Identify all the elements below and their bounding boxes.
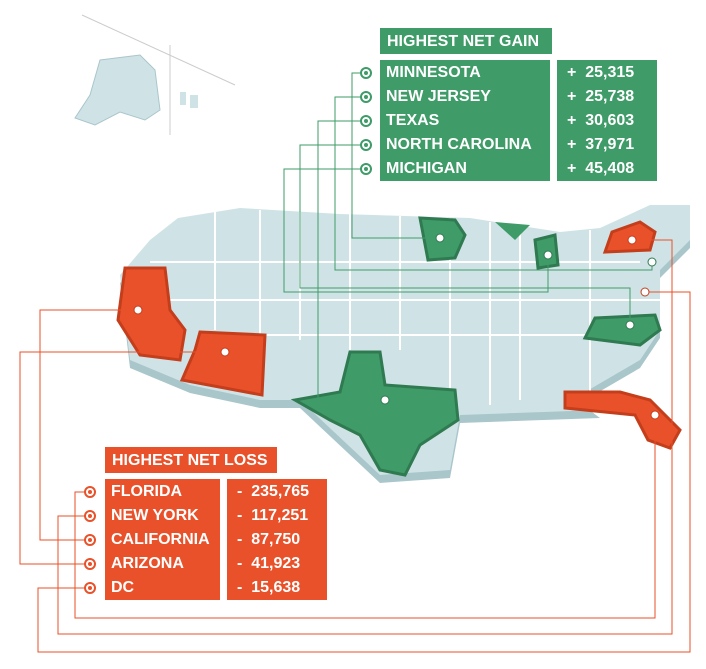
table-title: HIGHEST NET GAIN (387, 33, 539, 50)
state-value: - 117,251 (237, 507, 308, 524)
hawaii (180, 92, 186, 105)
state-cell (105, 576, 220, 600)
row-marker-dot (88, 538, 92, 542)
michigan-up (495, 222, 530, 240)
loss-connectors (19, 239, 691, 653)
value-cell (557, 133, 657, 157)
row-marker-dot (88, 586, 92, 590)
value-cell (557, 109, 657, 133)
state-name: MINNESOTA (386, 64, 481, 81)
row-marker-dot (88, 514, 92, 518)
state-markers (133, 233, 660, 420)
state-cell (380, 133, 550, 157)
state-name: FLORIDA (111, 483, 183, 500)
state-name: NORTH CAROLINA (386, 136, 532, 153)
state-value: + 30,603 (567, 112, 634, 129)
state-cell (380, 60, 550, 85)
texas (290, 350, 460, 477)
california (116, 266, 187, 362)
table-title-bg (380, 28, 552, 54)
value-cell (227, 479, 327, 504)
state-name: ARIZONA (111, 555, 184, 572)
row-marker-dot (364, 119, 368, 123)
state-cell (380, 85, 550, 109)
row-marker-dot (364, 71, 368, 75)
state-name: TEXAS (386, 112, 440, 129)
state-value: + 37,971 (567, 136, 634, 153)
state-name: CALIFORNIA (111, 531, 210, 548)
inset-line (81, 14, 236, 86)
state-cell (105, 504, 220, 528)
table-title: HIGHEST NET LOSS (112, 452, 268, 469)
hawaii (190, 95, 198, 108)
state-name: NEW JERSEY (386, 88, 491, 105)
gain-connectors (283, 72, 653, 401)
state-value: - 15,638 (237, 579, 300, 596)
state-cell (105, 552, 220, 576)
state-value: - 41,923 (237, 555, 300, 572)
state-value: + 25,738 (567, 88, 634, 105)
value-cell (557, 157, 657, 181)
state-value: + 45,408 (567, 160, 634, 177)
row-marker-dot (88, 490, 92, 494)
value-cell (227, 552, 327, 576)
state-cell (380, 109, 550, 133)
value-cell (557, 85, 657, 109)
row-marker-dot (364, 143, 368, 147)
florida (563, 390, 682, 450)
table-title-bg (105, 447, 277, 473)
row-marker-dot (364, 167, 368, 171)
state-value: - 235,765 (237, 483, 309, 500)
state-cell (380, 157, 550, 181)
state-cell (105, 479, 220, 504)
north-carolina (582, 313, 662, 347)
state-name: DC (111, 579, 135, 596)
alaska (74, 54, 161, 126)
state-value: - 87,750 (237, 531, 300, 548)
value-cell (227, 576, 327, 600)
state-name: MICHIGAN (386, 160, 467, 177)
state-value: + 25,315 (567, 64, 634, 81)
state-cell (105, 528, 220, 552)
row-marker-dot (364, 95, 368, 99)
value-cell (557, 60, 657, 85)
tables: HIGHEST NET GAIN MINNESOTA + 25,315 NEW JER… (84, 28, 657, 600)
value-cell (227, 528, 327, 552)
value-cell (227, 504, 327, 528)
arizona (179, 330, 267, 397)
state-name: NEW YORK (111, 507, 199, 524)
row-marker-dot (88, 562, 92, 566)
